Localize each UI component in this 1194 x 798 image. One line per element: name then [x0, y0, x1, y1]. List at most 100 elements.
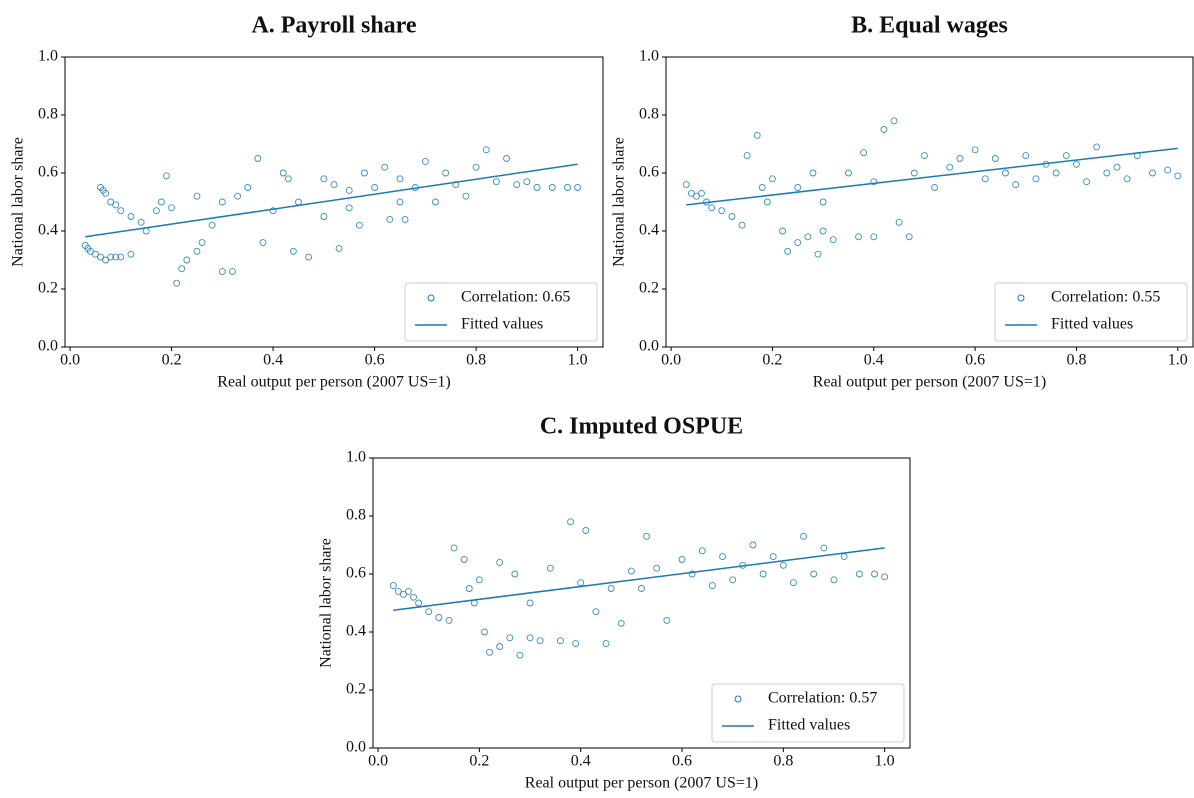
scatter-point	[389, 582, 397, 590]
scatter-point	[678, 556, 686, 563]
legend-label: Correlation: 0.55	[1051, 289, 1160, 306]
scatter-point	[829, 236, 837, 244]
x-tick-label: 0.8	[773, 753, 793, 770]
scatter-point	[1022, 152, 1030, 160]
scatter-point	[758, 184, 766, 191]
scatter-point	[860, 149, 868, 157]
scatter-point	[208, 221, 216, 229]
scatter-point	[295, 198, 302, 206]
y-axis-label: National labor share	[318, 538, 335, 668]
scatter-point	[728, 213, 736, 220]
scatter-point	[198, 239, 206, 247]
scatter-point	[355, 221, 363, 229]
legend-marker	[734, 695, 742, 703]
y-tick-label: 1.0	[38, 48, 58, 65]
scatter-point	[840, 553, 848, 561]
scatter-point	[708, 582, 716, 590]
scatter-point	[279, 169, 287, 177]
scatter-point	[653, 564, 661, 572]
y-tick-label: 0.8	[38, 106, 58, 123]
scatter-point	[1052, 169, 1060, 177]
scatter-point	[759, 570, 767, 578]
scatter-point	[819, 198, 827, 206]
scatter-point	[183, 256, 191, 264]
scatter-point	[1083, 178, 1091, 186]
scatter-point	[572, 640, 580, 648]
scatter-point	[779, 227, 786, 235]
scatter-point	[526, 599, 534, 607]
scatter-point	[855, 570, 863, 578]
scatter-point	[415, 599, 423, 607]
scatter-point	[991, 155, 999, 162]
scatter-point	[931, 184, 939, 191]
scatter-point	[152, 207, 160, 215]
scatter-point	[763, 198, 771, 206]
x-tick-label: 0.2	[162, 352, 182, 369]
axes-frame	[372, 457, 911, 749]
scatter-point	[386, 215, 394, 223]
scatter-point	[102, 256, 110, 264]
x-tick-label: 0.6	[965, 352, 985, 369]
x-axis-label: Real output per person (2007 US=1)	[813, 374, 1046, 391]
scatter-point	[173, 279, 181, 287]
x-tick-label: 0.6	[672, 753, 692, 770]
scatter-point	[432, 198, 439, 206]
y-tick-label: 0.2	[346, 681, 366, 698]
scatter-point	[320, 175, 328, 183]
scatter-point	[254, 155, 262, 162]
y-tick-label: 0.4	[639, 222, 659, 239]
fit-line	[85, 163, 578, 238]
scatter-point	[127, 213, 135, 220]
scatter-point	[718, 207, 726, 215]
scatter-point	[1123, 175, 1131, 183]
scatter-point	[320, 213, 328, 220]
scatter-point	[1174, 172, 1182, 180]
scatter-point	[1002, 169, 1009, 177]
scatter-point	[465, 585, 473, 592]
scatter-point	[638, 585, 645, 592]
scatter-point	[956, 155, 964, 162]
scatter-point	[794, 184, 802, 191]
scatter-point	[692, 192, 700, 200]
scatter-point	[971, 146, 979, 154]
scatter-point	[345, 204, 353, 212]
x-tick-label: 0.8	[466, 352, 486, 369]
scatter-point	[112, 201, 120, 209]
scatter-point	[516, 651, 524, 659]
scatter-point	[688, 570, 696, 578]
scatter-point	[193, 192, 201, 200]
y-tick-label: 0.6	[639, 164, 659, 181]
x-axis-label: Real output per person (2007 US=1)	[525, 775, 758, 792]
scatter-point	[1103, 169, 1111, 177]
scatter-point	[305, 253, 313, 261]
scatter-point	[870, 233, 878, 241]
scatter-point	[234, 192, 242, 200]
scatter-point	[405, 587, 412, 595]
scatter-point	[396, 198, 404, 206]
scatter-point	[381, 163, 389, 171]
scatter-point	[92, 250, 99, 258]
scatter-point	[895, 218, 903, 226]
x-axis-label: Real output per person (2007 US=1)	[217, 374, 450, 391]
scatter-point	[546, 564, 554, 572]
y-tick-label: 0.6	[346, 565, 366, 582]
panel-title: C. Imputed OSPUE	[540, 414, 743, 440]
scatter-point	[107, 253, 115, 261]
scatter-point	[399, 590, 407, 598]
scatter-point	[218, 268, 226, 276]
scatter-point	[946, 163, 954, 171]
scatter-point	[643, 532, 651, 540]
legend-label: Correlation: 0.57	[768, 690, 877, 707]
scatter-point	[513, 181, 521, 189]
scatter-point	[819, 227, 827, 235]
scatter-point	[719, 553, 727, 561]
scatter-point	[117, 253, 125, 261]
scatter-point	[445, 616, 453, 624]
scatter-point	[574, 184, 582, 191]
x-tick-label: 0.4	[263, 352, 283, 369]
y-tick-label: 1.0	[346, 449, 366, 466]
scatter-point	[890, 117, 898, 125]
y-tick-label: 0.8	[639, 106, 659, 123]
scatter-point	[481, 628, 488, 636]
scatter-point	[523, 178, 531, 186]
